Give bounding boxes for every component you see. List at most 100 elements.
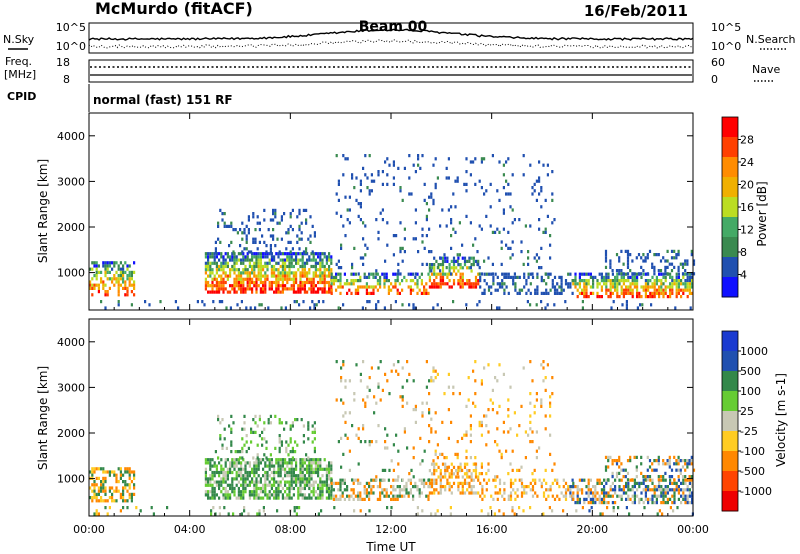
echo-cell [339, 497, 342, 501]
echo-cell [625, 291, 628, 295]
echo-cell [220, 268, 223, 272]
echo-cell [564, 497, 568, 501]
echo-cell [340, 366, 343, 370]
echo-cell [299, 274, 302, 278]
echo-cell [423, 481, 426, 485]
echo-cell [660, 291, 663, 295]
echo-cell [611, 272, 614, 276]
echo-cell [536, 275, 539, 279]
echo-cell [245, 306, 248, 310]
echo-cell [310, 470, 313, 475]
echo-cell [396, 288, 399, 292]
echo-cell [688, 275, 691, 279]
echo-cell [254, 306, 257, 310]
echo-cell [241, 437, 244, 441]
echo-cell [576, 485, 579, 489]
echo-cell [626, 253, 630, 257]
echo-cell [535, 449, 538, 453]
echo-cell [204, 467, 207, 471]
echo-cell [264, 464, 267, 468]
echo-cell [666, 462, 669, 466]
echo-cell [551, 376, 554, 380]
echo-cell [281, 493, 284, 497]
echo-cell [680, 481, 683, 485]
echo-cell [340, 243, 343, 247]
echo-cell [470, 491, 473, 495]
echo-cell [594, 275, 597, 279]
colorbar-swatch [722, 371, 738, 392]
echo-cell [359, 189, 362, 193]
echo-cell [549, 288, 552, 292]
echo-cell [655, 288, 658, 292]
echo-cell [244, 287, 247, 291]
echo-cell [365, 285, 368, 289]
echo-cell [350, 291, 353, 295]
echo-cell [257, 493, 260, 497]
echo-cell [291, 247, 294, 251]
echo-cell [669, 282, 672, 286]
echo-cell [461, 243, 464, 247]
echo-cell [535, 253, 538, 257]
echo-cell [207, 268, 210, 272]
echo-cell [646, 455, 649, 459]
echo-cell [332, 282, 335, 286]
echo-cell [279, 464, 282, 468]
echo-cell [500, 262, 503, 266]
echo-cell [346, 282, 349, 286]
echo-cell [483, 494, 486, 498]
echo-cell [529, 392, 532, 396]
echo-cell [237, 274, 240, 278]
echo-cell [308, 271, 311, 275]
echo-cell [425, 494, 428, 498]
echo-cell [350, 282, 353, 286]
echo-cell [243, 231, 246, 235]
echo-cell [666, 501, 669, 505]
echo-cell [313, 437, 316, 441]
echo-cell [574, 501, 577, 505]
echo-cell [328, 268, 331, 272]
echo-cell [444, 485, 447, 489]
echo-cell [589, 497, 592, 501]
echo-cell [416, 512, 419, 516]
echo-cell [620, 494, 623, 498]
echo-cell [281, 486, 284, 491]
echo-cell [128, 264, 131, 268]
echo-cell [598, 481, 601, 485]
echo-cell [450, 272, 453, 276]
echo-cell [244, 464, 247, 468]
echo-cell [212, 300, 215, 304]
echo-cell [546, 303, 549, 307]
echo-cell [513, 512, 516, 516]
echo-cell [485, 472, 488, 476]
echo-cell [333, 506, 336, 510]
echo-cell [444, 465, 447, 469]
echo-cell [542, 230, 545, 234]
echo-cell [474, 475, 478, 479]
echo-cell [437, 272, 440, 276]
echo-cell [501, 285, 504, 289]
echo-cell [244, 477, 247, 481]
echo-cell [221, 446, 224, 450]
echo-cell [472, 263, 475, 267]
echo-cell [370, 440, 373, 444]
echo-cell [472, 256, 475, 260]
echo-cell [633, 478, 636, 482]
echo-cell [257, 261, 260, 265]
echo-cell [639, 303, 642, 307]
station-title: McMurdo (fitACF) [95, 0, 253, 18]
echo-cell [583, 497, 586, 501]
echo-cell [93, 512, 96, 516]
echo-cell [420, 282, 423, 286]
echo-cell [443, 253, 446, 257]
echo-cell [518, 218, 521, 222]
echo-cell [284, 287, 287, 291]
echo-cell [578, 497, 581, 501]
echo-cell [237, 461, 240, 465]
echo-cell [467, 376, 470, 380]
echo-cell [625, 481, 628, 485]
echo-cell [244, 470, 247, 475]
echo-cell [675, 279, 678, 283]
echo-cell [461, 488, 464, 492]
echo-cell [232, 421, 235, 425]
echo-cell [97, 467, 100, 471]
